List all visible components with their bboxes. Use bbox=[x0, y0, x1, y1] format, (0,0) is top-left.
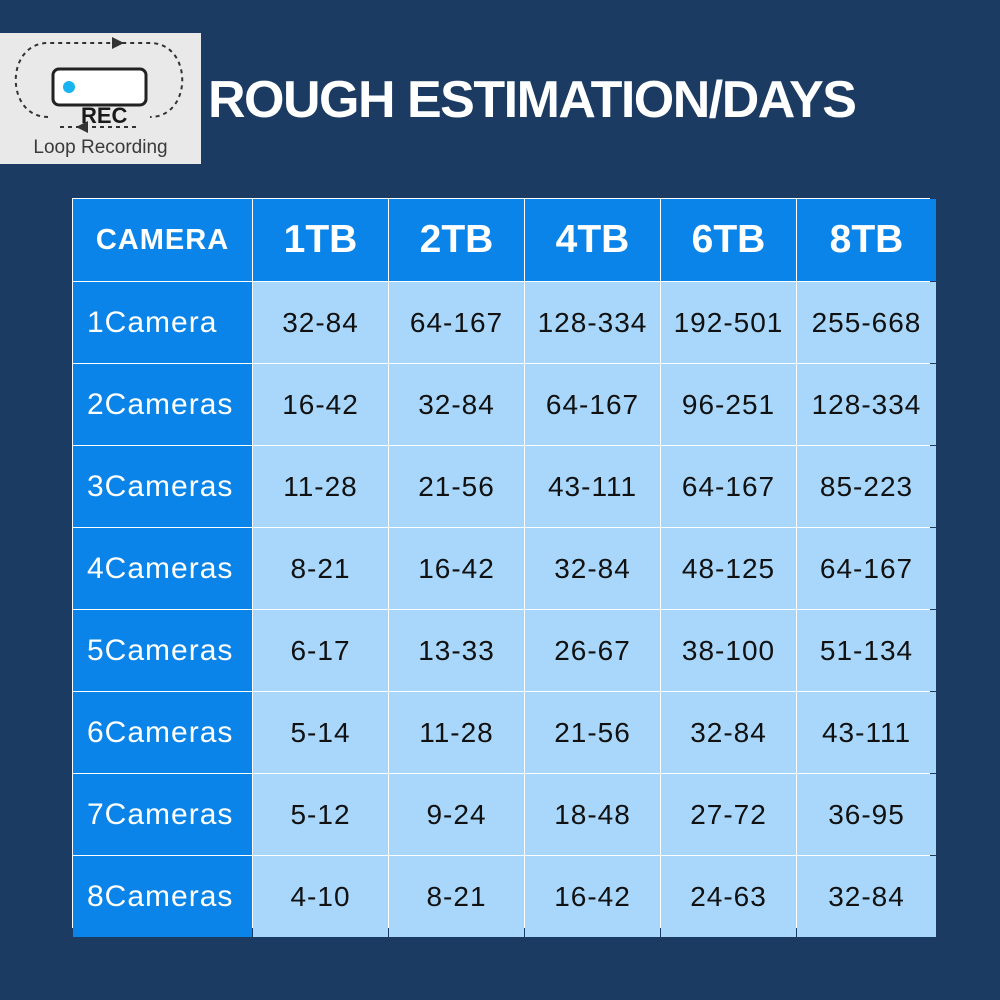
table-cell: 32-84 bbox=[253, 282, 388, 363]
row-label: 2Cameras bbox=[73, 364, 252, 445]
row-label: 4Cameras bbox=[73, 528, 252, 609]
table-cell: 11-28 bbox=[253, 446, 388, 527]
table-cell: 26-67 bbox=[525, 610, 660, 691]
table-cell: 8-21 bbox=[389, 856, 524, 937]
table-cell: 255-668 bbox=[797, 282, 936, 363]
row-label: 5Cameras bbox=[73, 610, 252, 691]
table-cell: 48-125 bbox=[661, 528, 796, 609]
table-cell: 43-111 bbox=[525, 446, 660, 527]
row-label: 6Cameras bbox=[73, 692, 252, 773]
table-cell: 43-111 bbox=[797, 692, 936, 773]
table-cell: 128-334 bbox=[797, 364, 936, 445]
table-cell: 32-84 bbox=[525, 528, 660, 609]
table-cell: 64-167 bbox=[661, 446, 796, 527]
table-cell: 8-21 bbox=[253, 528, 388, 609]
header-camera: CAMERA bbox=[73, 199, 252, 281]
table-cell: 16-42 bbox=[525, 856, 660, 937]
table-cell: 64-167 bbox=[389, 282, 524, 363]
table-cell: 64-167 bbox=[525, 364, 660, 445]
loop-recording-logo: REC Loop Recording bbox=[0, 33, 201, 164]
rec-dot-icon bbox=[63, 81, 75, 93]
table-cell: 4-10 bbox=[253, 856, 388, 937]
table-cell: 11-28 bbox=[389, 692, 524, 773]
row-label: 3Cameras bbox=[73, 446, 252, 527]
header-6tb: 6TB bbox=[661, 199, 796, 281]
logo-caption: Loop Recording bbox=[33, 137, 168, 158]
table-cell: 24-63 bbox=[661, 856, 796, 937]
table-cell: 13-33 bbox=[389, 610, 524, 691]
table-cell: 5-14 bbox=[253, 692, 388, 773]
loop-recording-icon bbox=[14, 37, 184, 133]
header-2tb: 2TB bbox=[389, 199, 524, 281]
header-1tb: 1TB bbox=[253, 199, 388, 281]
page-title: ROUGH ESTIMATION/DAYS bbox=[208, 71, 857, 129]
rec-label: REC bbox=[81, 103, 128, 128]
table-cell: 85-223 bbox=[797, 446, 936, 527]
table-cell: 192-501 bbox=[661, 282, 796, 363]
row-label: 7Cameras bbox=[73, 774, 252, 855]
table-cell: 51-134 bbox=[797, 610, 936, 691]
table-cell: 9-24 bbox=[389, 774, 524, 855]
table-cell: 18-48 bbox=[525, 774, 660, 855]
table-cell: 96-251 bbox=[661, 364, 796, 445]
header-4tb: 4TB bbox=[525, 199, 660, 281]
table-cell: 16-42 bbox=[253, 364, 388, 445]
table-cell: 128-334 bbox=[525, 282, 660, 363]
table-cell: 27-72 bbox=[661, 774, 796, 855]
table-cell: 64-167 bbox=[797, 528, 936, 609]
table-cell: 32-84 bbox=[661, 692, 796, 773]
table-cell: 38-100 bbox=[661, 610, 796, 691]
estimation-table: CAMERA 1TB 2TB 4TB 6TB 8TB 1Camera 32-84 6… bbox=[72, 198, 936, 937]
table-cell: 32-84 bbox=[389, 364, 524, 445]
row-label: 1Camera bbox=[73, 282, 252, 363]
table-cell: 21-56 bbox=[525, 692, 660, 773]
table-cell: 6-17 bbox=[253, 610, 388, 691]
table-cell: 36-95 bbox=[797, 774, 936, 855]
table-cell: 21-56 bbox=[389, 446, 524, 527]
header-8tb: 8TB bbox=[797, 199, 936, 281]
table-cell: 5-12 bbox=[253, 774, 388, 855]
row-label: 8Cameras bbox=[73, 856, 252, 937]
table-cell: 32-84 bbox=[797, 856, 936, 937]
table-cell: 16-42 bbox=[389, 528, 524, 609]
